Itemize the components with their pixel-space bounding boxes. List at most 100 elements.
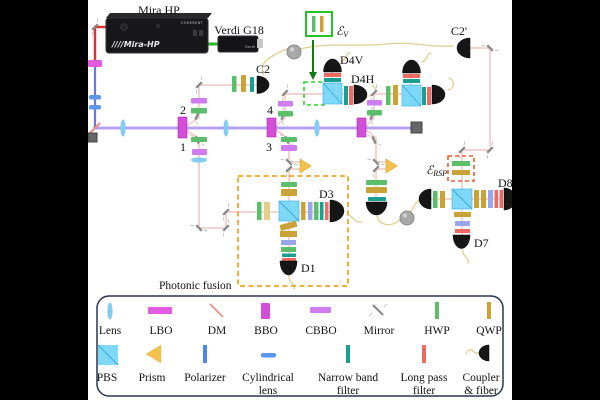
c2-coupler-assembly bbox=[232, 75, 270, 94]
beam-paths bbox=[93, 25, 503, 261]
long-pass-filter-icon bbox=[422, 345, 426, 363]
narrow-band-filter bbox=[422, 87, 426, 105]
legend-label: Prism bbox=[139, 372, 166, 384]
cbbo-compensator bbox=[367, 100, 382, 106]
narrow-band-filter bbox=[403, 79, 420, 83]
mira-faceplate-text: ////Mira-HP bbox=[111, 40, 160, 49]
bbo-crystal-b bbox=[266, 117, 277, 138]
mira-knob bbox=[120, 23, 128, 31]
hwp bbox=[191, 108, 207, 114]
ra-top-pigtail bbox=[421, 52, 432, 63]
mira-knob bbox=[156, 24, 160, 28]
d1-label: D1 bbox=[301, 261, 316, 275]
narrow-band-filter bbox=[282, 253, 296, 257]
shg-stage bbox=[88, 60, 102, 143]
d4v-pigtail bbox=[340, 52, 351, 63]
long-pass-filter bbox=[427, 87, 431, 105]
cylindrical-lens bbox=[89, 95, 101, 100]
fiber-coupler bbox=[365, 201, 388, 216]
legend-label: Lens bbox=[99, 325, 122, 337]
long-pass-filter bbox=[494, 190, 498, 208]
hwp bbox=[367, 110, 382, 116]
cbbo-icon bbox=[310, 307, 331, 313]
insert-arrow-head bbox=[309, 72, 317, 80]
lbo-crystal bbox=[88, 60, 102, 67]
cylindrical-lens bbox=[89, 105, 101, 110]
cbbo-compensator bbox=[191, 98, 207, 104]
pbs-icon bbox=[97, 344, 119, 366]
mira-body bbox=[105, 17, 209, 54]
narrow-band-filter bbox=[368, 197, 386, 201]
diagram-labels: Mira HP Verdi G18 C2 C2' D4V D4H 2 1 4 3… bbox=[138, 3, 512, 292]
pbs-diagonal bbox=[451, 188, 473, 210]
mirror-icon bbox=[368, 303, 388, 317]
ra-right-pigtail bbox=[447, 77, 455, 91]
d7-label: D7 bbox=[474, 236, 489, 250]
hwp bbox=[191, 137, 207, 142]
mirrors bbox=[88, 17, 500, 238]
lens-icon bbox=[120, 119, 126, 137]
legend-label: Cylindrical lens bbox=[242, 372, 294, 397]
qwp bbox=[279, 220, 298, 231]
legend-label: CBBO bbox=[305, 325, 336, 337]
fusion-box bbox=[237, 175, 349, 287]
d4-assembly bbox=[322, 58, 368, 105]
polarizer bbox=[281, 240, 296, 245]
lens-icon bbox=[223, 119, 229, 137]
legend-label: PBS bbox=[97, 372, 117, 384]
detector-d7 bbox=[452, 234, 471, 249]
fiber-spool bbox=[286, 44, 302, 60]
legend-border bbox=[96, 295, 504, 397]
long-pass-filter bbox=[349, 86, 353, 105]
legend-label: Narrow band filter bbox=[318, 372, 379, 397]
ersp-box bbox=[447, 155, 475, 182]
lens-icon bbox=[191, 157, 207, 163]
narrow-band-filter bbox=[344, 86, 348, 105]
hwp bbox=[278, 111, 293, 117]
photonic-fusion-stage bbox=[237, 175, 349, 287]
prism-icon bbox=[385, 158, 398, 174]
lbo-icon bbox=[148, 307, 172, 314]
qwp bbox=[264, 202, 270, 220]
long-pass-filter bbox=[282, 258, 296, 261]
qwp bbox=[393, 85, 398, 105]
legend-label: Long pass filter bbox=[401, 372, 448, 397]
verdi-body bbox=[217, 35, 259, 53]
hwp bbox=[232, 76, 237, 92]
c2prime-beam bbox=[461, 47, 491, 189]
qwp bbox=[320, 16, 324, 32]
bbo-icon bbox=[261, 303, 270, 319]
polarizer bbox=[488, 190, 493, 208]
mira-port bbox=[199, 30, 203, 36]
d4h-label: D4H bbox=[351, 72, 375, 86]
hwp bbox=[386, 86, 391, 105]
verdi-laser: Verdi bbox=[217, 35, 263, 53]
narrow-band-filter-icon bbox=[346, 345, 350, 363]
detector bbox=[402, 59, 421, 74]
cbbo-compensator bbox=[278, 101, 293, 107]
red-beam bbox=[93, 25, 106, 63]
ev-label: ℰV bbox=[336, 24, 349, 39]
launch-coupler bbox=[418, 188, 432, 210]
qwp bbox=[281, 189, 297, 196]
long-pass-filter bbox=[325, 202, 329, 220]
mirror-icon bbox=[365, 129, 383, 151]
verdi-title: Verdi G18 bbox=[214, 23, 264, 37]
qwp-icon bbox=[487, 302, 491, 319]
qwp bbox=[440, 191, 445, 208]
qwp bbox=[454, 212, 471, 217]
pbs-diagonal bbox=[278, 200, 300, 222]
detector-d1 bbox=[279, 260, 298, 276]
figure-canvas: ////Mira-HP COHERENT Verdi bbox=[88, 0, 512, 400]
mira-port bbox=[193, 30, 197, 36]
hwp bbox=[281, 137, 297, 142]
legend-label: LBO bbox=[150, 325, 173, 337]
qwp bbox=[301, 202, 306, 220]
qwp bbox=[280, 231, 297, 237]
prism-icon bbox=[145, 344, 162, 364]
hwp bbox=[312, 16, 316, 32]
legend: Lens LBO DM BBO CBBO Mirror HWP QWP PBS … bbox=[96, 295, 504, 397]
detector-d3 bbox=[329, 199, 345, 223]
d3-label: D3 bbox=[319, 187, 334, 201]
